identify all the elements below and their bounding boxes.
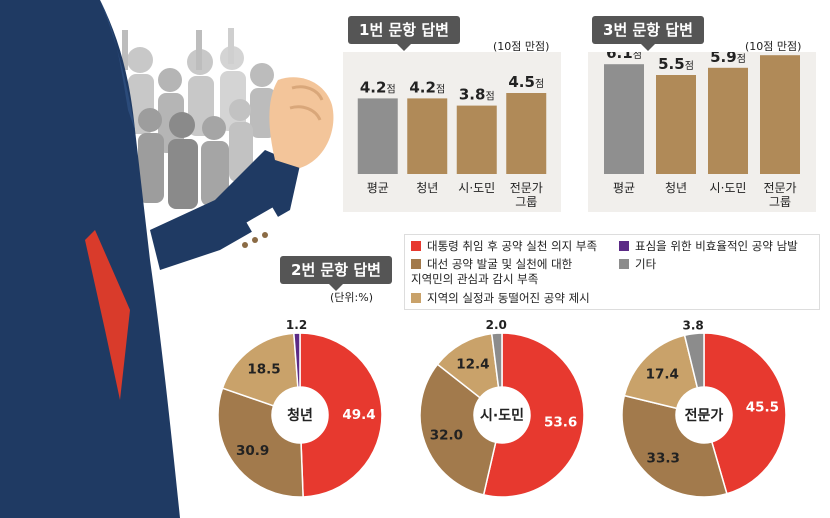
- category-label: 평균: [367, 181, 389, 195]
- bar: [656, 75, 696, 174]
- slice-value-label: 32.0: [430, 428, 463, 444]
- donut-hole: [272, 387, 328, 443]
- bar: [760, 55, 800, 175]
- legend-swatch-purple: [619, 241, 629, 251]
- bar: [456, 105, 497, 174]
- bar: [604, 64, 644, 174]
- slice-value-label: 18.5: [247, 361, 280, 377]
- slice-value-label: 17.4: [646, 366, 679, 382]
- bar: [708, 67, 748, 174]
- q2-unit-label: (단위:%): [330, 291, 373, 304]
- legend-label: 대통령 취임 후 공약 실천 의지 부족: [427, 239, 598, 253]
- slice-value-label: 30.9: [236, 443, 269, 459]
- q2-title: 2번 문항 답변: [280, 256, 392, 291]
- legend-item: 대통령 취임 후 공약 실천 의지 부족: [411, 239, 597, 254]
- category-label: 그룹: [515, 195, 537, 209]
- crowd-illustration: [122, 28, 276, 209]
- category-label: 전문가: [763, 181, 796, 195]
- legend: 대통령 취임 후 공약 실천 의지 부족 표심을 위한 비효율적인 공약 남발 …: [404, 234, 820, 310]
- slice-value-label: 49.4: [342, 407, 375, 423]
- bar: [357, 98, 398, 174]
- bar-value-label: 4.5점: [508, 73, 544, 91]
- bar-value-label: 4.2점: [409, 78, 445, 96]
- slice-value-label: 12.4: [456, 357, 489, 373]
- category-label: 그룹: [769, 195, 791, 209]
- category-label: 시·도민: [710, 181, 747, 195]
- legend-item: 지역의 실정과 동떨어진 공약 제시: [411, 291, 590, 306]
- legend-item: 표심을 위한 비효율적인 공약 남발: [619, 239, 798, 254]
- q3-title: 3번 문항 답변: [592, 16, 704, 51]
- bar: [506, 93, 547, 174]
- legend-item: 기타: [619, 257, 656, 272]
- slice-value-label: 53.6: [544, 415, 577, 431]
- bar-value-label: 5.5점: [658, 55, 694, 73]
- donut-youth: 49.4 30.9 18.5 1.2 청년: [217, 318, 383, 498]
- bar-value-label: 6.6점: [762, 52, 798, 53]
- legend-swatch-darkbrown: [411, 259, 421, 269]
- legend-swatch-red: [411, 241, 421, 251]
- category-label: 청년: [416, 181, 438, 195]
- q1-unit-label: (10점 만점): [493, 40, 550, 53]
- slice-value-label: 45.5: [746, 400, 779, 416]
- bar-value-label: 3.8점: [459, 86, 495, 104]
- legend-label: 기타: [635, 257, 657, 271]
- legend-swatch-tan: [411, 293, 421, 303]
- legend-item: 대선 공약 발굴 및 실천에 대한 지역민의 관심과 감시 부족: [411, 257, 572, 287]
- category-label: 전문가: [510, 181, 543, 195]
- donut-center-label: 시·도민: [480, 407, 524, 424]
- q3-unit-label: (10점 만점): [745, 40, 802, 53]
- slice-value-label: 33.3: [647, 451, 680, 467]
- bar-value-label: 5.9점: [710, 52, 746, 66]
- donut-center-label: 전문가: [685, 407, 724, 424]
- donut-center-label: 청년: [287, 408, 313, 424]
- slice-value-label: 1.2: [286, 318, 307, 332]
- donut-experts: 45.5 33.3 17.4 3.8 전문가: [621, 319, 787, 498]
- category-label: 청년: [665, 181, 687, 195]
- bar-value-label: 4.2점: [360, 78, 396, 96]
- donut-citizens: 53.6 32.0 12.4 2.0 시·도민: [419, 318, 585, 498]
- legend-label: 지역의 실정과 동떨어진 공약 제시: [427, 291, 590, 305]
- slice-value-label: 3.8: [683, 319, 704, 333]
- category-label: 평균: [613, 181, 635, 195]
- legend-label: 표심을 위한 비효율적인 공약 남발: [635, 239, 798, 253]
- donut-hole: [474, 387, 530, 443]
- slice-value-label: 2.0: [486, 318, 507, 332]
- legend-label: 대선 공약 발굴 및 실천에 대한 지역민의 관심과 감시 부족: [411, 257, 573, 286]
- category-label: 시·도민: [458, 181, 495, 195]
- bar: [407, 98, 448, 174]
- donut-hole: [676, 387, 732, 443]
- bar-value-label: 6.1점: [606, 52, 642, 62]
- q1-title: 1번 문항 답변: [348, 16, 460, 51]
- illustration: [0, 0, 334, 518]
- legend-swatch-gray: [619, 259, 629, 269]
- man-in-suit-illustration: [0, 0, 334, 518]
